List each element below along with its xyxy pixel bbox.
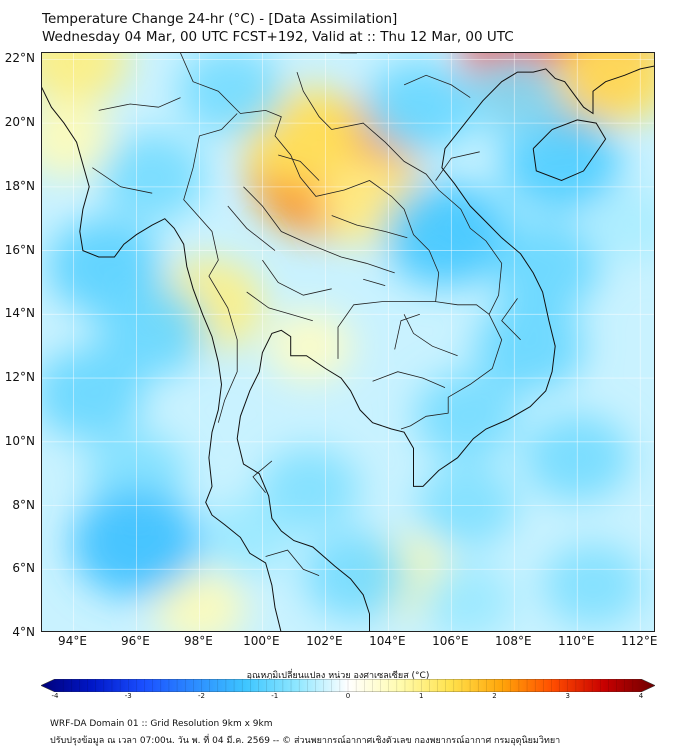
field-anomaly-16 bbox=[414, 372, 520, 461]
lon-label: 110°E bbox=[558, 634, 595, 648]
lat-label: 14°N bbox=[4, 306, 35, 321]
field-anomaly-31 bbox=[304, 531, 410, 620]
border-line-9 bbox=[243, 186, 395, 274]
border-line-15 bbox=[363, 278, 386, 286]
border-line-11 bbox=[246, 291, 313, 322]
field-anomaly-32 bbox=[201, 499, 293, 576]
border-line-23 bbox=[252, 460, 273, 494]
field-anomaly-4 bbox=[555, 53, 654, 126]
border-line-3 bbox=[400, 314, 503, 430]
lat-label: 10°N bbox=[4, 433, 35, 448]
country-borders bbox=[92, 53, 521, 576]
lon-label: 98°E bbox=[183, 634, 213, 648]
field-anomaly-33 bbox=[590, 189, 654, 262]
field-anomaly-19 bbox=[97, 284, 208, 377]
field-anomaly-20 bbox=[42, 348, 145, 440]
field-anomaly-7 bbox=[42, 101, 113, 178]
coastlines bbox=[42, 65, 654, 631]
lon-label: 102°E bbox=[306, 634, 343, 648]
colorbar-tick: -2 bbox=[198, 692, 205, 700]
field-anomaly-23 bbox=[259, 447, 361, 532]
temperature-field-layer bbox=[42, 53, 654, 631]
colorbar-gradient bbox=[41, 679, 655, 692]
border-line-14 bbox=[331, 215, 408, 239]
border-line-20 bbox=[435, 151, 480, 181]
border-line-7 bbox=[265, 549, 320, 576]
map-title-line-1: Temperature Change 24-hr (°C) - [Data As… bbox=[42, 11, 398, 27]
border-line-21 bbox=[403, 74, 471, 98]
lat-label: 16°N bbox=[4, 242, 35, 257]
coastline-0 bbox=[42, 86, 282, 631]
lon-label: 106°E bbox=[432, 634, 469, 648]
colorbar-tick: -1 bbox=[271, 692, 279, 700]
coastline-2 bbox=[532, 119, 607, 182]
colorbar-tick: 1 bbox=[419, 692, 424, 700]
border-line-22 bbox=[501, 298, 521, 341]
lon-label: 104°E bbox=[369, 634, 406, 648]
lon-label: 112°E bbox=[621, 634, 658, 648]
lon-label: 108°E bbox=[495, 634, 532, 648]
map-title-line-2: Wednesday 04 Mar, 00 UTC FCST+192, Valid… bbox=[42, 29, 514, 45]
border-line-18 bbox=[92, 167, 153, 194]
lat-label: 20°N bbox=[4, 115, 35, 130]
border-line-16 bbox=[403, 314, 458, 357]
field-anomaly-25 bbox=[178, 53, 284, 136]
lat-label: 8°N bbox=[12, 497, 35, 512]
border-line-19 bbox=[98, 97, 181, 111]
lon-label: 96°E bbox=[121, 634, 150, 648]
border-line-17 bbox=[372, 371, 446, 388]
border-line-2 bbox=[296, 71, 503, 315]
field-anomaly-29 bbox=[542, 543, 644, 628]
lat-label: 18°N bbox=[4, 178, 35, 193]
border-line-8 bbox=[394, 313, 420, 350]
colorbar-title: อุณหภูมิเปลี่ยนแปลง หน่วย องศาเซลเซียส (… bbox=[246, 671, 430, 681]
border-line-4 bbox=[435, 301, 490, 315]
coastline-1 bbox=[236, 65, 654, 631]
colorbar-tick: -4 bbox=[51, 692, 59, 700]
colorbar-tick: -3 bbox=[124, 692, 132, 700]
map-panel bbox=[41, 52, 655, 632]
lon-label: 100°E bbox=[243, 634, 280, 648]
field-anomaly-13 bbox=[382, 182, 508, 287]
footer-model-info: WRF-DA Domain 01 :: Grid Resolution 9km … bbox=[50, 719, 273, 729]
field-anomaly-5 bbox=[42, 53, 129, 106]
temperature-field-map bbox=[42, 53, 654, 631]
colorbar bbox=[41, 679, 655, 692]
colorbar-tick: 2 bbox=[492, 692, 497, 700]
border-line-12 bbox=[227, 205, 276, 251]
border-line-0 bbox=[180, 53, 440, 359]
lat-label: 4°N bbox=[12, 625, 35, 639]
border-line-10 bbox=[262, 259, 332, 296]
footer-credit: ปรับปรุงข้อมูล ณ เวลา 07:00น. วัน พ. ที่… bbox=[50, 736, 561, 746]
border-line-1 bbox=[183, 113, 238, 423]
border-line-13 bbox=[278, 154, 320, 181]
lat-label: 6°N bbox=[12, 561, 35, 576]
colorbar-tick: 3 bbox=[565, 692, 570, 700]
field-anomaly-15 bbox=[474, 300, 586, 393]
field-anomaly-30 bbox=[421, 563, 513, 631]
graticule bbox=[42, 53, 654, 631]
lon-label: 94°E bbox=[58, 634, 87, 648]
lat-label: 22°N bbox=[4, 51, 35, 66]
field-anomaly-14 bbox=[490, 220, 601, 313]
colorbar-tick: 0 bbox=[345, 692, 351, 700]
colorbar-tick: 4 bbox=[638, 692, 644, 700]
lat-label: 12°N bbox=[4, 370, 35, 385]
field-anomaly-10 bbox=[266, 310, 353, 383]
field-anomaly-17 bbox=[99, 133, 206, 222]
field-anomaly-24 bbox=[364, 61, 476, 154]
